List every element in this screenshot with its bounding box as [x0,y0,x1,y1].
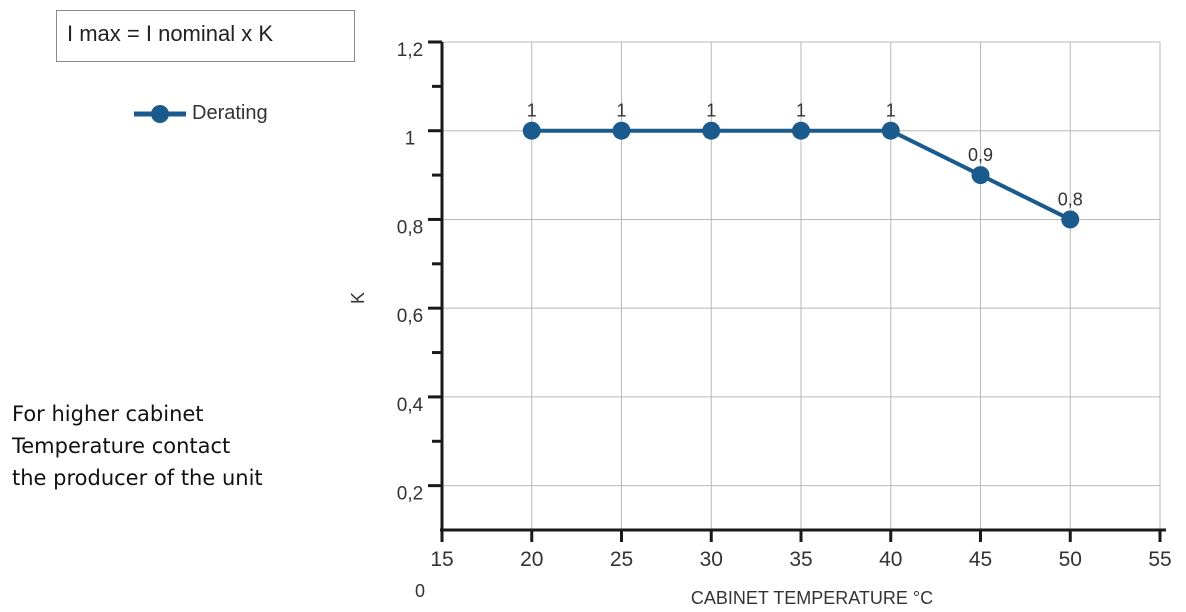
legend-label: Derating [192,102,268,124]
note-line-1: For higher cabinet [12,402,204,426]
formula-text: I max = I nominal x K [67,21,274,46]
axes [428,40,1166,542]
data-point-40 [881,121,900,140]
data-point-30 [702,121,721,140]
data-point-20 [522,121,541,140]
origin-label: 0 [415,581,425,601]
data-label-25: 1 [616,101,626,121]
data-point-45 [971,166,990,185]
series-layer: 1 1 1 1 1 0,9 0,8 [522,101,1083,229]
note-line-3: the producer of the unit [12,466,263,490]
note-text: For higher cabinet Temperature contact t… [12,398,263,494]
note-line-2: Temperature contact [12,434,231,458]
x-tick-label-0: 15 [430,548,453,571]
formula-box: I max = I nominal x K [56,10,355,62]
x-tick-label-7: 50 [1059,548,1082,571]
data-label-45: 0,9 [968,145,993,165]
y-tick-label-0: 0,2 [397,484,423,505]
chart-legend: Derating [132,100,322,128]
data-label-20: 1 [527,101,537,121]
data-point-50 [1061,210,1080,229]
data-point-25 [612,121,631,140]
data-point-35 [792,121,810,140]
data-label-50: 0,8 [1058,189,1083,209]
y-tick-label-2: 0,6 [397,306,423,327]
x-tick-label-1: 20 [520,548,543,571]
y-axis-label: K [348,292,368,304]
legend-marker [134,105,186,123]
x-tick-label-8: 55 [1148,548,1171,571]
y-tick-label-3: 0,8 [397,217,423,238]
tick-labels: 0,2 0,4 0,6 0,8 1 1,2 15 20 25 30 35 40 45 50 55 [397,40,1172,571]
x-tick-label-6: 45 [969,548,992,571]
y-tick-label-1: 0,4 [397,395,424,416]
x-axis-label: CABINET TEMPERATURE °C [691,588,933,608]
x-tick-label-5: 40 [879,548,902,571]
data-label-40: 1 [886,101,896,121]
data-label-30: 1 [706,101,716,121]
y-tick-label-5: 1,2 [397,40,423,61]
y-tick-label-4: 1 [405,129,416,150]
data-label-35: 1 [796,101,806,121]
x-tick-label-2: 25 [610,548,633,571]
x-tick-label-4: 35 [789,548,812,571]
x-tick-label-3: 30 [700,548,723,571]
